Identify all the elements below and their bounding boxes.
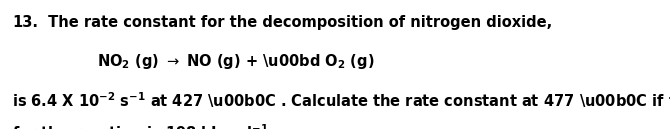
Text: is 6.4 X 10$^{\mathregular{-2}}$ s$^{\mathregular{-1}}$ at 427 \u00b0C . Calcula: is 6.4 X 10$^{\mathregular{-2}}$ s$^{\ma… <box>12 90 670 112</box>
Text: 13.: 13. <box>12 15 38 30</box>
Text: NO$_\mathregular{2}$ (g) $\rightarrow$ NO (g) + \u00bd O$_\mathregular{2}$ (g): NO$_\mathregular{2}$ (g) $\rightarrow$ N… <box>97 52 375 71</box>
Text: The rate constant for the decomposition of nitrogen dioxide,: The rate constant for the decomposition … <box>43 15 553 30</box>
Text: for the reaction is 198 kJ mol$^{\mathregular{-1}}$.: for the reaction is 198 kJ mol$^{\mathre… <box>12 123 274 129</box>
